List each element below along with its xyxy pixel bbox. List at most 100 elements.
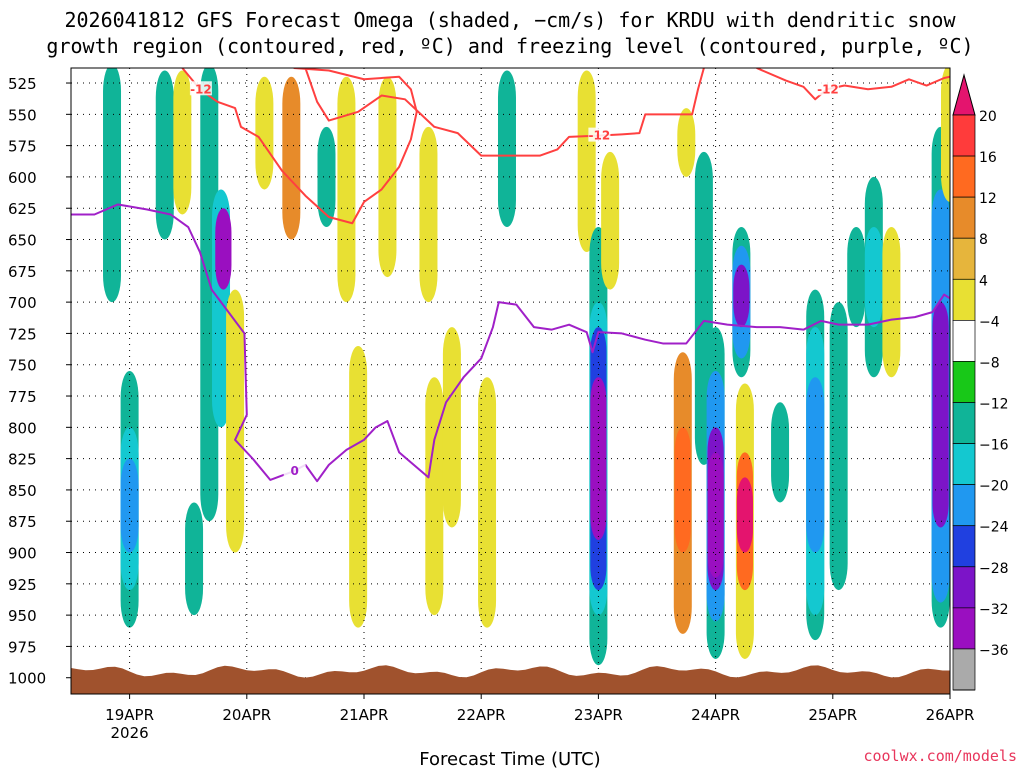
omega-cell bbox=[829, 302, 848, 591]
omega-cell bbox=[677, 108, 696, 177]
y-tick-label: 575 bbox=[8, 138, 37, 156]
omega-cell bbox=[155, 70, 174, 240]
x-axis-time: 19APR 20APR 21APR 22APR 23APR 24APR 25APR 26APR… bbox=[105, 694, 974, 742]
colorbar-segment bbox=[952, 566, 976, 609]
omega-cell bbox=[120, 458, 139, 553]
y-tick-label: 550 bbox=[8, 106, 37, 124]
colorbar-segment bbox=[952, 361, 976, 403]
colorbar-label: 12 bbox=[979, 191, 997, 207]
omega-cell bbox=[478, 377, 497, 628]
colorbar-segment bbox=[952, 443, 976, 485]
gridlines bbox=[71, 68, 951, 694]
colorbar-segment bbox=[952, 607, 976, 650]
omega-cell bbox=[932, 302, 949, 528]
colorbar-segment bbox=[952, 525, 976, 568]
dgz-minus12-contour bbox=[181, 68, 418, 225]
y-tick-label: 850 bbox=[8, 482, 37, 500]
omega-cell bbox=[215, 208, 232, 290]
colorbar-label: −36 bbox=[979, 643, 1009, 659]
dgz-minus12-contour-label: -12 bbox=[589, 129, 611, 143]
y-tick-label: 950 bbox=[8, 607, 37, 625]
omega-cell bbox=[847, 227, 866, 328]
omega-cell bbox=[577, 70, 596, 253]
y-tick-label: 525 bbox=[8, 75, 37, 93]
omega-cell bbox=[173, 70, 192, 215]
y-tick-label: 700 bbox=[8, 294, 37, 312]
omega-cell bbox=[349, 345, 368, 628]
omega-cell bbox=[736, 477, 753, 553]
x-year-label: 2026 bbox=[111, 724, 149, 742]
dgz-minus12-contour-label: -12 bbox=[817, 82, 839, 96]
colorbar-label: −8 bbox=[979, 355, 1000, 371]
colorbar-label: 16 bbox=[979, 150, 997, 166]
omega-cell bbox=[707, 452, 724, 578]
omega-cell bbox=[337, 76, 356, 303]
colorbar-label: −16 bbox=[979, 438, 1009, 454]
colorbar-label: −24 bbox=[979, 520, 1009, 536]
colorbar-segment bbox=[952, 648, 976, 691]
omega-shading bbox=[103, 68, 950, 666]
x-tick-label: 22APR bbox=[457, 706, 506, 724]
omega-cell bbox=[425, 377, 444, 616]
y-tick-label: 875 bbox=[8, 513, 37, 531]
colorbar-segment bbox=[952, 73, 976, 116]
y-tick-label: 600 bbox=[8, 169, 37, 187]
dgz-minus12-contour-label-bg bbox=[816, 81, 839, 96]
colorbar-segment bbox=[952, 484, 976, 527]
colorbar-label: 20 bbox=[979, 109, 997, 125]
x-tick-label: 25APR bbox=[808, 706, 857, 724]
omega-cell bbox=[442, 327, 461, 528]
y-tick-label: 800 bbox=[8, 419, 37, 437]
dgz-minus12-contour-label: -12 bbox=[190, 82, 212, 96]
y-tick-label: 650 bbox=[8, 232, 37, 250]
colorbar-label: −4 bbox=[979, 314, 1000, 330]
dgz-minus12-contour-label-bg bbox=[588, 127, 611, 142]
colorbar: 20 16 12 8 4 −4 −8 −12 −16 −20 −24 −28 −32 −36 bbox=[952, 73, 1009, 691]
credit-text: coolwx.com/models bbox=[863, 747, 1017, 765]
y-tick-label: 750 bbox=[8, 357, 37, 375]
chart-title-line-1: 2026041812 GFS Forecast Omega (shaded, −… bbox=[64, 8, 956, 32]
omega-cell bbox=[378, 76, 397, 278]
colorbar-label: −28 bbox=[979, 561, 1009, 577]
omega-cell bbox=[497, 70, 516, 228]
terrain-fill bbox=[71, 665, 950, 694]
colorbar-segment bbox=[952, 237, 976, 280]
x-tick-label: 20APR bbox=[222, 706, 271, 724]
omega-cell bbox=[282, 76, 301, 240]
x-tick-label: 19APR bbox=[105, 706, 154, 724]
x-axis-label: Forecast Time (UTC) bbox=[419, 749, 600, 768]
colorbar-label: −32 bbox=[979, 602, 1009, 618]
dgz-minus12-contour bbox=[304, 68, 705, 157]
omega-cell bbox=[806, 377, 825, 553]
colorbar-label: 4 bbox=[979, 273, 988, 289]
colorbar-segment bbox=[952, 114, 976, 157]
y-tick-label: 825 bbox=[8, 451, 37, 469]
y-tick-label: 625 bbox=[8, 200, 37, 218]
x-tick-label: 21APR bbox=[340, 706, 389, 724]
plot-frame bbox=[70, 67, 951, 695]
chart-title-line-2: growth region (contoured, red, ºC) and f… bbox=[46, 34, 973, 58]
dgz-minus12-contour-label-bg bbox=[189, 81, 212, 96]
omega-cell bbox=[674, 427, 691, 553]
x-tick-label: 23APR bbox=[574, 706, 623, 724]
freezing-level-contour-label: 0 bbox=[291, 464, 299, 478]
colorbar-label: −12 bbox=[979, 397, 1009, 413]
freezing-level-contour bbox=[71, 203, 950, 483]
colorbar-label: 8 bbox=[979, 232, 988, 248]
y-tick-label: 975 bbox=[8, 638, 37, 656]
omega-cell bbox=[882, 227, 901, 378]
omega-cell bbox=[864, 227, 883, 328]
temperature-contours: -12 -12 -12 0 bbox=[71, 68, 950, 483]
y-tick-label: 925 bbox=[8, 576, 37, 594]
omega-cell bbox=[255, 76, 274, 190]
x-tick-label: 26APR bbox=[926, 706, 975, 724]
freezing-level-contour-label-bg bbox=[283, 463, 306, 478]
y-tick-label: 675 bbox=[8, 263, 37, 281]
y-tick-label: 725 bbox=[8, 325, 37, 343]
y-tick-label: 775 bbox=[8, 388, 37, 406]
omega-cell bbox=[601, 151, 620, 290]
x-tick-label: 24APR bbox=[691, 706, 740, 724]
omega-cell bbox=[226, 289, 245, 553]
y-tick-label: 900 bbox=[8, 545, 37, 563]
